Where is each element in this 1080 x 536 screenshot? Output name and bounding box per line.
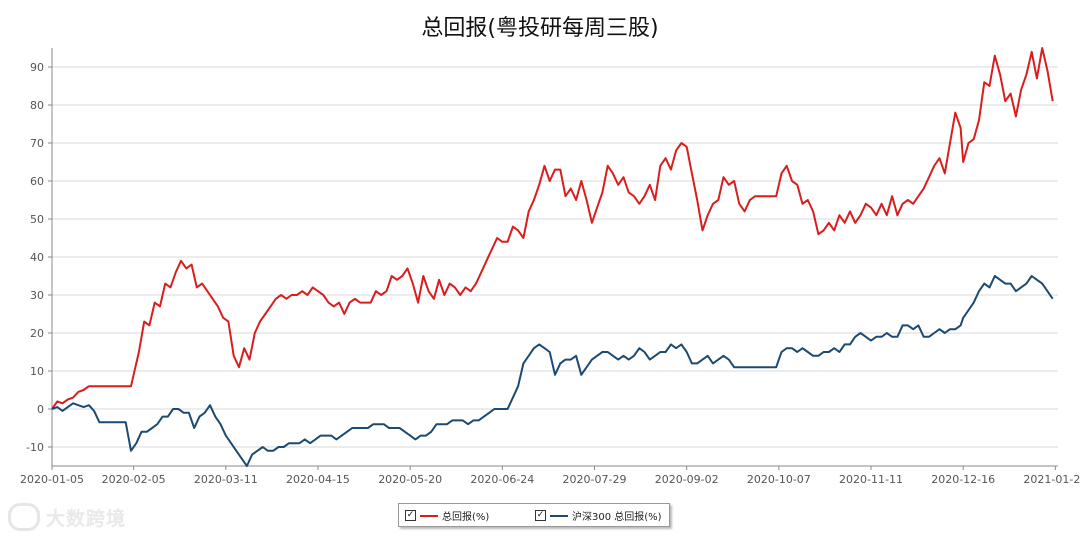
x-tick-label: 2020-09-02 — [655, 473, 719, 486]
y-tick-label: 50 — [30, 213, 44, 226]
series-line-hs300 — [51, 275, 1054, 467]
legend: ✓ 总回报(%) ✓ 沪深300 总回报(%) — [398, 503, 670, 527]
x-tick-label: 2020-11-11 — [839, 473, 903, 486]
y-tick-label: 80 — [30, 99, 44, 112]
legend-item-hs300[interactable]: ✓ 沪深300 总回报(%) — [535, 508, 662, 523]
axes — [48, 48, 1058, 470]
watermark-logo-icon — [8, 503, 40, 531]
x-tick-label: 2020-10-07 — [747, 473, 811, 486]
y-tick-label: 0 — [37, 403, 44, 416]
watermark: 大数跨境 — [8, 503, 126, 531]
y-tick-label: 40 — [30, 251, 44, 264]
checkbox-icon[interactable]: ✓ — [405, 510, 416, 521]
x-tick-label: 2020-02-05 — [102, 473, 166, 486]
x-tick-label: 2020-06-24 — [470, 473, 534, 486]
x-tick-label: 2020-04-15 — [286, 473, 350, 486]
chart-title: 总回报(粤投研每周三股) — [421, 16, 659, 41]
y-tick-label: -10 — [26, 441, 44, 454]
y-tick-label: 60 — [30, 175, 44, 188]
y-tick-label: 10 — [30, 365, 44, 378]
x-tick-label: 2021-01-20 — [1023, 473, 1080, 486]
legend-label: 沪深300 总回报(%) — [572, 512, 662, 523]
watermark-text: 大数跨境 — [46, 507, 127, 530]
y-tick-label: 90 — [30, 61, 44, 74]
legend-swatch-red — [420, 514, 438, 517]
x-tick-labels: 2020-01-05 2020-02-05 2020-03-11 2020-04-15… — [20, 473, 1080, 486]
checkbox-icon[interactable]: ✓ — [535, 510, 546, 521]
series-line-total-return — [51, 47, 1054, 410]
gridlines — [52, 66, 1058, 448]
legend-swatch-blue — [550, 514, 568, 517]
x-tick-label: 2020-12-16 — [931, 473, 995, 486]
legend-item-total-return[interactable]: ✓ 总回报(%) — [405, 508, 489, 523]
y-tick-labels: -10 0 10 20 30 40 50 60 70 80 90 — [26, 61, 44, 454]
y-tick-label: 30 — [30, 289, 44, 302]
series-lines — [51, 47, 1054, 467]
x-tick-label: 2020-07-29 — [563, 473, 627, 486]
x-tick-label: 2020-05-20 — [378, 473, 442, 486]
y-tick-label: 70 — [30, 137, 44, 150]
x-tick-label: 2020-03-11 — [194, 473, 258, 486]
legend-label: 总回报(%) — [442, 512, 490, 523]
y-tick-label: 20 — [30, 327, 44, 340]
x-tick-label: 2020-01-05 — [20, 473, 84, 486]
